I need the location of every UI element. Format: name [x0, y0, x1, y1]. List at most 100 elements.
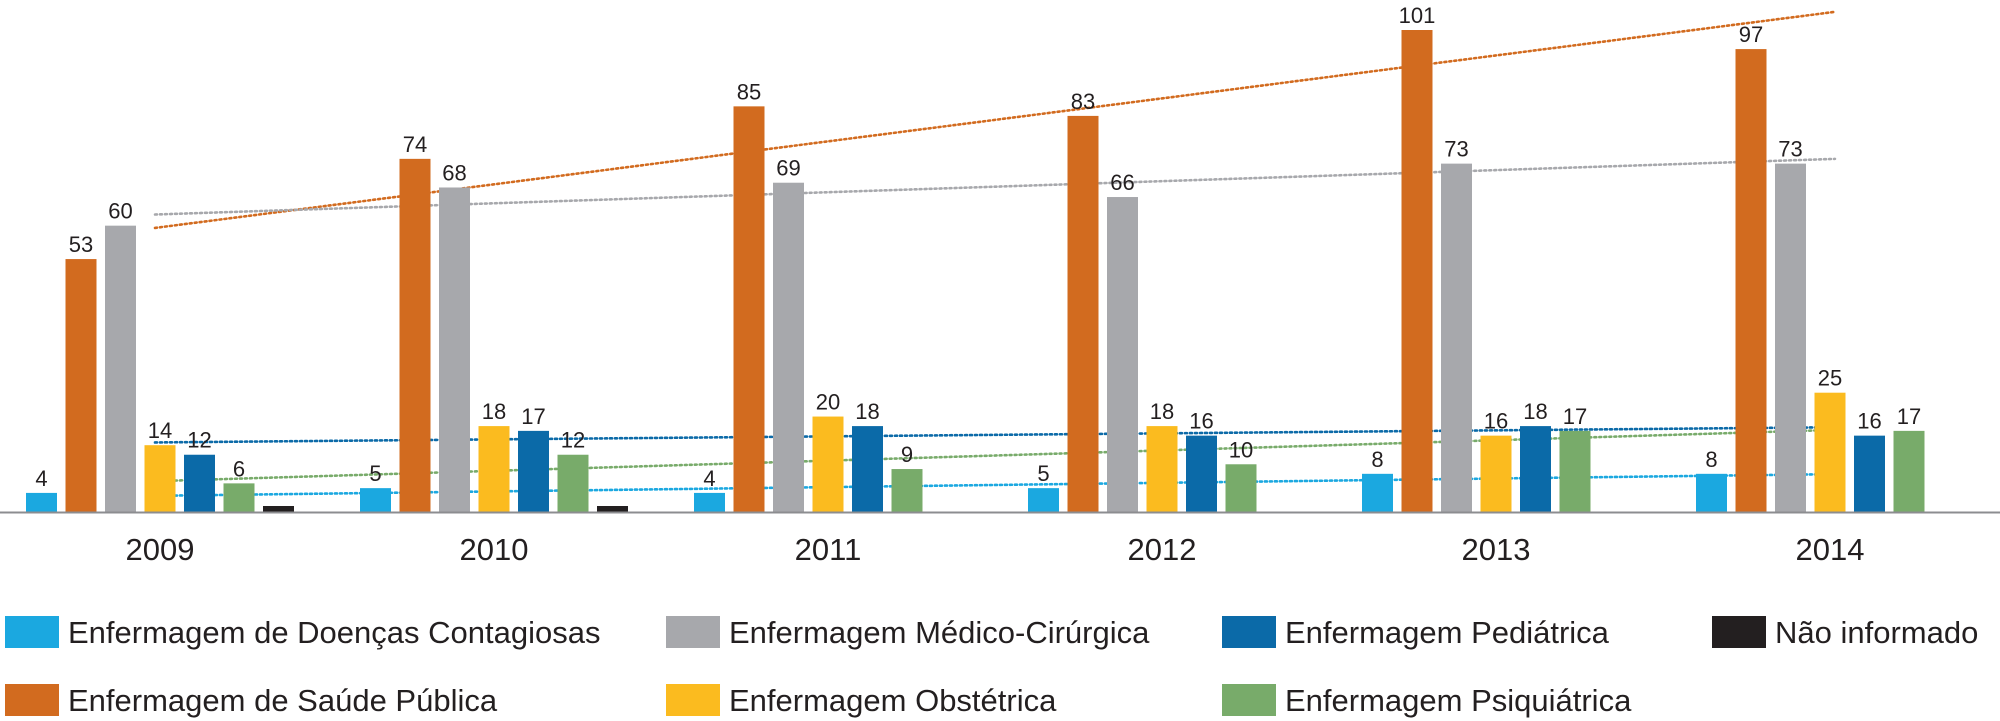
trendline-medico	[153, 157, 1837, 216]
bar-obstetrica-2014	[1814, 392, 1846, 512]
data-label-psiquiatrica-2014: 17	[1897, 404, 1921, 429]
bar-psiquiatrica-2014	[1893, 430, 1925, 512]
bar-medico-2012	[1107, 197, 1138, 512]
x-tick-2011: 2011	[795, 532, 862, 567]
data-label-obstetrica-2011: 20	[816, 390, 840, 415]
data-label-medico-2009: 60	[108, 199, 132, 224]
data-label-pediatrica-2013: 18	[1523, 399, 1547, 424]
data-labels: 4 53 60 14 12 6 5 74 68 18 17 12 4 85 69 20 18 9 5 83 66 18 16…	[35, 3, 1921, 491]
legend-swatch-nao	[1712, 616, 1766, 648]
bar-obstetrica-2011	[812, 416, 844, 512]
bar-doencas-2014	[1696, 473, 1727, 512]
bar-nao-2009	[263, 506, 294, 512]
data-label-doencas-2012: 5	[1037, 461, 1049, 486]
legend-item-doencas: Enfermagem de Doenças Contagiosas	[5, 615, 600, 650]
legend-swatch-medico	[666, 616, 720, 648]
data-label-obstetrica-2010: 18	[482, 399, 506, 424]
bar-pediatrica-2009	[184, 454, 215, 512]
bar-saude-2012	[1067, 115, 1099, 512]
data-label-medico-2013: 73	[1444, 137, 1468, 162]
bar-psiquiatrica-2011	[891, 469, 923, 512]
data-label-saude-2012: 83	[1071, 89, 1095, 114]
legend-label-obstetrica: Enfermagem Obstétrica	[729, 683, 1057, 718]
bar-obstetrica-2009	[144, 445, 176, 512]
x-tick-2009: 2009	[126, 532, 195, 567]
bar-obstetrica-2013	[1480, 435, 1512, 512]
trendline-psiquiatrica	[153, 428, 1837, 483]
x-tick-2014: 2014	[1796, 532, 1865, 567]
bar-pediatrica-2012	[1186, 435, 1217, 512]
data-label-pediatrica-2009: 12	[187, 428, 211, 453]
legend-swatch-doencas	[5, 616, 59, 648]
bar-saude-2013	[1401, 30, 1433, 512]
bar-pediatrica-2011	[852, 426, 883, 512]
x-tick-2013: 2013	[1462, 532, 1531, 567]
data-label-medico-2014: 73	[1778, 137, 1802, 162]
legend-item-psiquiatrica: Enfermagem Psiquiátrica	[1222, 683, 1632, 718]
trendline-pediatrica	[153, 425, 1837, 444]
bar-doencas-2010	[360, 488, 391, 512]
bar-psiquiatrica-2009	[223, 483, 255, 512]
data-label-psiquiatrica-2011: 9	[901, 442, 913, 467]
data-label-pediatrica-2011: 18	[855, 399, 879, 424]
legend-label-doencas: Enfermagem de Doenças Contagiosas	[68, 615, 600, 650]
data-label-doencas-2011: 4	[703, 466, 715, 491]
bar-doencas-2009	[26, 492, 57, 512]
bar-saude-2010	[399, 158, 431, 512]
legend-swatch-obstetrica	[666, 684, 720, 716]
data-label-doencas-2013: 8	[1371, 447, 1383, 472]
data-label-saude-2011: 85	[737, 79, 761, 104]
data-label-saude-2009: 53	[69, 232, 93, 257]
legend-label-nao: Não informado	[1775, 615, 1978, 650]
x-axis-ticks: 2009 2010 2011 2012 2013 2014	[126, 532, 1865, 567]
bar-medico-2011	[773, 182, 804, 512]
data-label-psiquiatrica-2009: 6	[233, 456, 245, 481]
data-label-obstetrica-2012: 18	[1150, 399, 1174, 424]
data-label-medico-2012: 66	[1110, 170, 1134, 195]
bar-pediatrica-2014	[1854, 435, 1885, 512]
x-tick-2010: 2010	[460, 532, 529, 567]
legend-item-saude: Enfermagem de Saúde Pública	[5, 683, 498, 718]
data-label-saude-2013: 101	[1399, 3, 1436, 28]
bar-medico-2009	[105, 225, 136, 512]
data-label-pediatrica-2010: 17	[521, 404, 545, 429]
bar-medico-2014	[1775, 163, 1806, 512]
bar-doencas-2013	[1362, 473, 1393, 512]
data-label-obstetrica-2013: 16	[1484, 409, 1508, 434]
bar-medico-2010	[439, 187, 470, 512]
data-label-saude-2014: 97	[1739, 22, 1763, 47]
x-tick-2012: 2012	[1128, 532, 1197, 567]
legend: Enfermagem de Doenças Contagiosas Enferma…	[5, 615, 1978, 718]
data-label-psiquiatrica-2013: 17	[1563, 404, 1587, 429]
legend-item-obstetrica: Enfermagem Obstétrica	[666, 683, 1057, 718]
data-label-pediatrica-2014: 16	[1857, 409, 1881, 434]
bar-doencas-2012	[1028, 488, 1059, 512]
legend-swatch-psiquiatrica	[1222, 684, 1276, 716]
bar-saude-2009	[65, 259, 97, 512]
data-label-doencas-2014: 8	[1705, 447, 1717, 472]
legend-swatch-saude	[5, 684, 59, 716]
bar-pediatrica-2013	[1520, 426, 1551, 512]
legend-label-medico: Enfermagem Médico-Cirúrgica	[729, 615, 1150, 650]
legend-item-nao: Não informado	[1712, 615, 1978, 650]
data-label-medico-2011: 69	[776, 156, 800, 181]
bar-pediatrica-2010	[518, 430, 549, 512]
bar-saude-2014	[1735, 49, 1767, 512]
legend-label-pediatrica: Enfermagem Pediátrica	[1285, 615, 1610, 650]
data-label-psiquiatrica-2012: 10	[1229, 437, 1253, 462]
trendlines	[153, 10, 1837, 498]
data-label-pediatrica-2012: 16	[1189, 409, 1213, 434]
trendline-doencas	[153, 472, 1837, 498]
bar-obstetrica-2010	[478, 426, 510, 512]
data-label-medico-2010: 68	[442, 160, 466, 185]
bars	[26, 30, 1925, 512]
bar-psiquiatrica-2010	[557, 454, 589, 512]
bar-obstetrica-2012	[1146, 426, 1178, 512]
data-label-psiquiatrica-2010: 12	[561, 428, 585, 453]
bar-medico-2013	[1441, 163, 1472, 512]
bar-nao-2010	[597, 506, 628, 512]
legend-item-medico: Enfermagem Médico-Cirúrgica	[666, 615, 1150, 650]
trendline-saude	[153, 10, 1837, 230]
legend-label-saude: Enfermagem de Saúde Pública	[68, 683, 498, 718]
